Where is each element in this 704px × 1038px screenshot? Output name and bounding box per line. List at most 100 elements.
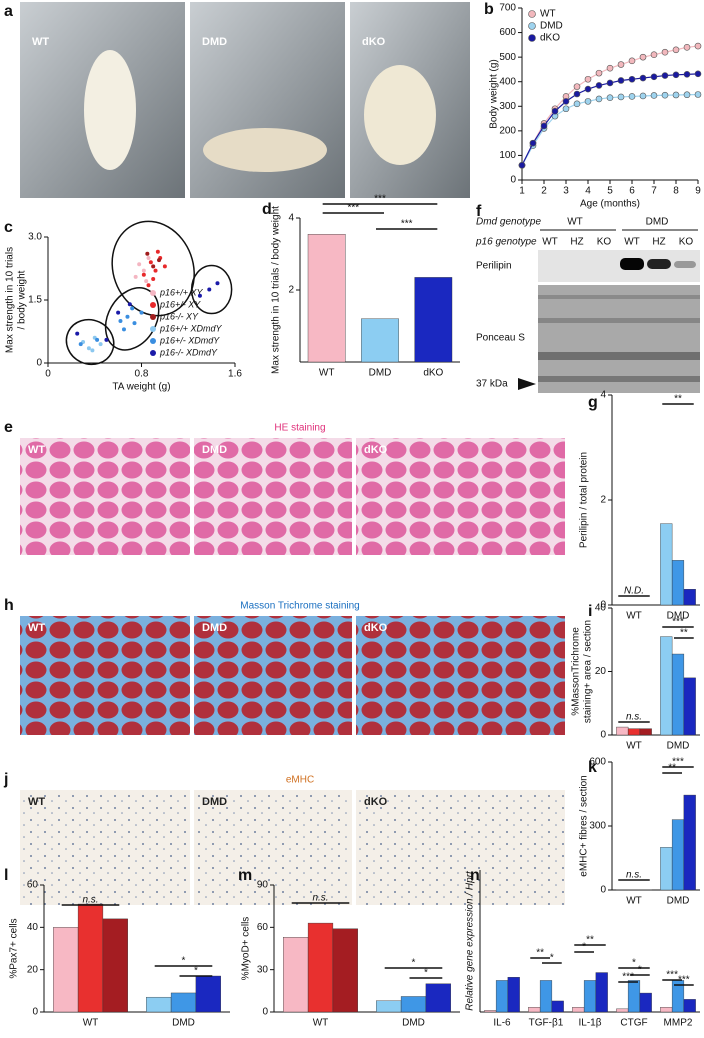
panel-letter: h: [4, 597, 14, 614]
band-label: Ponceau S: [476, 333, 525, 344]
point: [595, 82, 603, 89]
bar: [425, 983, 451, 1013]
panel-title: Masson Trichrome staining: [240, 601, 360, 612]
point: [215, 281, 220, 286]
lane-label: WT: [542, 237, 558, 248]
bar: [572, 1007, 585, 1013]
point: [139, 310, 144, 315]
point: [551, 107, 559, 115]
panel-f: f Dmd genotype WT DMD p16 genotype WT HZ…: [475, 203, 700, 393]
band: [538, 352, 700, 360]
x-tick-label: 0.8: [135, 369, 149, 380]
bar: [539, 980, 553, 1013]
bar: [414, 277, 453, 363]
x-tick-label: IL-6: [493, 1018, 511, 1029]
significance-label: *: [550, 953, 554, 964]
bar: [307, 233, 346, 363]
micrograph: [356, 616, 565, 735]
bar: [77, 903, 104, 1013]
point: [650, 92, 658, 99]
y-axis-label: %Pax7+ cells: [9, 918, 20, 978]
legend-label: p16+/+ XDmdY: [159, 323, 223, 333]
rat: [84, 50, 136, 170]
group-label: DMD: [646, 217, 669, 228]
marker-arrow: [518, 378, 536, 390]
bar: [683, 677, 696, 736]
y-tick-label: 600: [499, 27, 516, 38]
significance-label: *: [638, 965, 642, 976]
bar: [332, 928, 358, 1013]
legend-label: p16-/- XY: [159, 311, 199, 321]
significance-label: ***: [374, 194, 386, 205]
point: [573, 90, 581, 98]
rat: [203, 128, 327, 172]
point: [197, 293, 202, 298]
cluster-outline: [190, 264, 233, 315]
panel-letter: f: [476, 203, 482, 220]
point: [617, 93, 625, 101]
y-axis-label: Max strength in 10 trials: [5, 247, 16, 353]
y-axis-label: / body weight: [17, 270, 28, 329]
significance-label: n.s.: [312, 893, 328, 904]
point: [683, 71, 691, 78]
series-line: [521, 73, 699, 166]
point: [137, 262, 142, 267]
point: [694, 42, 702, 50]
panel-letter: k: [588, 759, 597, 776]
rat: [364, 65, 436, 165]
lane-label: KO: [679, 237, 694, 248]
y-tick-label: 3.0: [28, 232, 42, 243]
micrograph: [194, 790, 352, 905]
point: [157, 258, 162, 263]
band: [538, 295, 700, 299]
y-tick-label: 300: [589, 821, 606, 832]
x-tick-label: WT: [626, 611, 642, 622]
point: [573, 100, 581, 108]
y-tick-label: 1.5: [28, 295, 42, 306]
legend-marker: [150, 302, 156, 308]
bar: [683, 794, 696, 891]
legend-label: WT: [540, 9, 556, 20]
micrograph-label: DMD: [202, 796, 227, 808]
point: [672, 71, 680, 79]
point: [86, 346, 91, 351]
x-tick-label: WT: [83, 1018, 99, 1029]
significance-label: *: [194, 966, 198, 977]
bar: [195, 975, 221, 1013]
point: [121, 327, 126, 332]
legend-marker: [150, 326, 156, 332]
bar: [683, 999, 696, 1013]
significance-label: ***: [347, 203, 359, 214]
photo-label: WT: [32, 36, 49, 48]
significance-label: n.s.: [626, 712, 642, 723]
micrograph: [356, 438, 565, 555]
micrograph: [20, 438, 190, 555]
y-tick-label: 200: [499, 125, 516, 136]
significance-label: ***: [666, 970, 678, 981]
bar: [683, 589, 696, 606]
micrograph-label: WT: [28, 622, 45, 634]
x-tick-label: DMD: [172, 1018, 195, 1029]
significance-label: **: [674, 394, 682, 405]
x-tick-label: 5: [607, 186, 613, 197]
y-tick-label: 4: [288, 213, 294, 224]
x-tick-label: WT: [319, 368, 335, 379]
legend-marker: [528, 34, 536, 42]
panel-letter: g: [588, 394, 598, 411]
point: [207, 287, 212, 292]
significance-label: ***: [672, 617, 684, 628]
micrograph-label: DMD: [202, 622, 227, 634]
bar: [627, 728, 641, 736]
significance-label: *: [632, 958, 636, 969]
bar: [361, 318, 399, 363]
x-tick-label: 4: [585, 186, 591, 197]
y-tick-label: 2: [288, 285, 294, 296]
bar: [660, 636, 673, 736]
band: [674, 261, 696, 268]
point: [529, 139, 537, 147]
y-axis-label: %MassonTrichrome: [571, 627, 582, 716]
point: [606, 94, 614, 101]
point: [95, 337, 100, 342]
significance-label: **: [536, 948, 544, 959]
bar: [400, 996, 427, 1013]
